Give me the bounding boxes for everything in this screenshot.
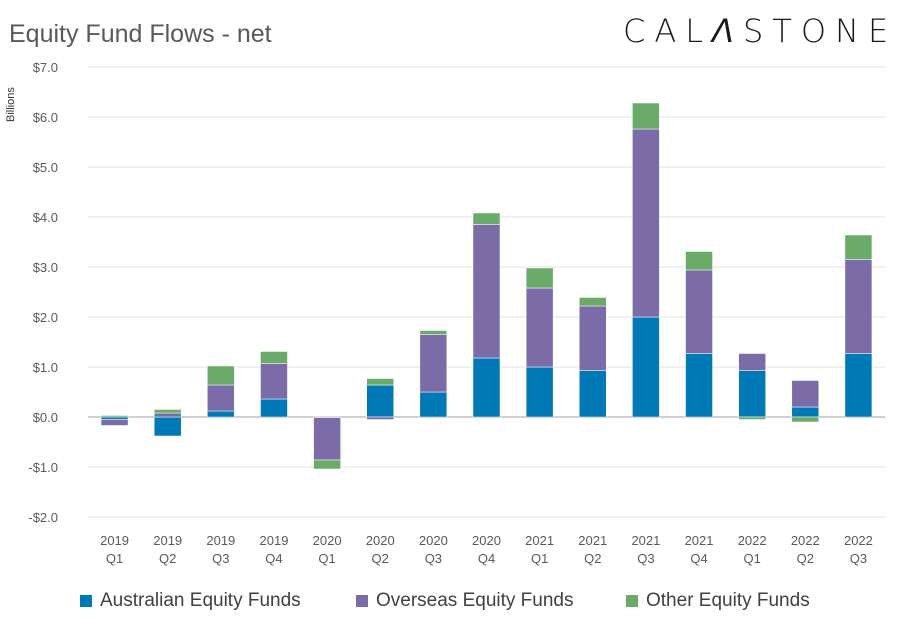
y-tick-label: $6.0 [33, 110, 58, 125]
x-tick-label: Q3 [637, 551, 654, 566]
y-tick-label: $2.0 [33, 310, 58, 325]
bar-segment [685, 353, 713, 418]
bar-segment [313, 459, 341, 470]
bar-segment [525, 287, 554, 368]
x-tick-label: Q1 [743, 551, 760, 566]
x-tick-label: 2021 [685, 533, 714, 548]
bar-segment [366, 384, 394, 418]
x-tick-label: Q4 [265, 551, 282, 566]
bar-segment [738, 416, 766, 420]
x-tick-label: Q4 [690, 551, 707, 566]
x-tick-label: 2020 [313, 533, 342, 548]
bar-segment [844, 234, 873, 260]
y-tick-label: $0.0 [33, 410, 58, 425]
x-tick-label: Q2 [159, 551, 176, 566]
chart-title: Equity Fund Flows - net [9, 20, 272, 48]
bar-segment [260, 398, 288, 418]
x-tick-label: 2021 [631, 533, 660, 548]
y-tick-label: $1.0 [33, 360, 58, 375]
legend-swatch [626, 595, 638, 607]
bar-segment [153, 416, 182, 437]
bar-segment [472, 357, 501, 418]
bar-segment [313, 417, 341, 461]
bar-segment [525, 267, 554, 289]
bar-segment [419, 334, 448, 393]
y-tick-label: $3.0 [33, 260, 58, 275]
legend-item-overseas: Overseas Equity Funds [356, 590, 573, 612]
x-tick-label: 2019 [260, 533, 289, 548]
bar-segment [685, 251, 713, 271]
x-tick-label: 2021 [525, 533, 554, 548]
bar-segment [100, 415, 129, 418]
bar-segment [472, 224, 501, 359]
bar-segment [685, 269, 713, 354]
bar-segment [419, 330, 448, 335]
bar-segment [207, 365, 235, 386]
bar-segment [472, 212, 501, 225]
legend-swatch [356, 595, 368, 607]
bar-segment [366, 378, 394, 386]
bar-segment [844, 353, 873, 418]
x-tick-label: 2019 [206, 533, 235, 548]
bar-segment [366, 416, 394, 420]
bar-segment [153, 409, 182, 414]
bar-segment [738, 353, 766, 371]
x-tick-label: Q2 [797, 551, 814, 566]
x-tick-label: 2021 [578, 533, 607, 548]
x-tick-label: 2020 [366, 533, 395, 548]
x-tick-label: 2019 [100, 533, 129, 548]
bar-segment [419, 391, 448, 418]
bar-segment [100, 419, 129, 426]
x-tick-label: Q3 [212, 551, 229, 566]
x-tick-label: Q3 [850, 551, 867, 566]
x-tick-label: 2022 [738, 533, 767, 548]
x-tick-label: 2019 [153, 533, 182, 548]
x-tick-label: 2022 [844, 533, 873, 548]
x-tick-label: Q1 [531, 551, 548, 566]
y-tick-label: -$1.0 [28, 460, 58, 475]
bar-segment [844, 259, 873, 354]
y-tick-label: -$2.0 [28, 510, 58, 525]
x-tick-label: Q2 [584, 551, 601, 566]
bar-segment [738, 370, 766, 418]
calastone-logo: CALΛSTONE [623, 12, 898, 50]
legend-item-other: Other Equity Funds [626, 590, 810, 612]
bar-segment [260, 363, 288, 400]
bar-segment [260, 351, 288, 364]
x-tick-label: Q2 [372, 551, 389, 566]
x-tick-label: 2022 [791, 533, 820, 548]
bar-segment [632, 128, 660, 318]
bar-segment [579, 370, 607, 418]
bar-segment [100, 416, 129, 420]
bar-segment [791, 416, 820, 423]
bar-segment [791, 406, 820, 418]
y-tick-label: $7.0 [33, 60, 58, 75]
x-tick-label: Q1 [318, 551, 335, 566]
bar-segment [207, 410, 235, 418]
bar-segment [525, 366, 554, 418]
legend-item-australian: Australian Equity Funds [80, 590, 301, 612]
bar-segment [207, 384, 235, 412]
bar-segment [632, 102, 660, 130]
bar-segment [579, 297, 607, 307]
x-tick-label: 2020 [419, 533, 448, 548]
bar-segment [791, 380, 820, 408]
legend-swatch [80, 595, 92, 607]
x-tick-label: 2020 [472, 533, 501, 548]
bar-segment [579, 305, 607, 371]
x-tick-label: Q4 [478, 551, 495, 566]
x-tick-label: Q3 [425, 551, 442, 566]
x-tick-label: Q1 [106, 551, 123, 566]
bar-segment [153, 412, 182, 418]
y-tick-label: $5.0 [33, 160, 58, 175]
y-tick-label: $4.0 [33, 210, 58, 225]
bar-segment [632, 316, 660, 418]
